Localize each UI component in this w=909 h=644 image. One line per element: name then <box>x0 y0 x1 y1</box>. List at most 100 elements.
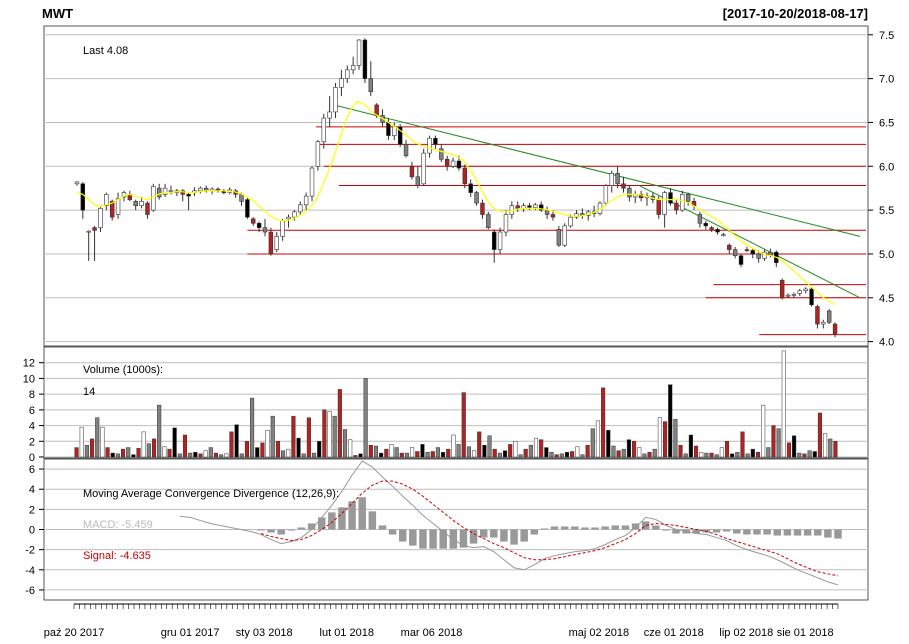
macd-histogram-bar <box>348 501 356 530</box>
macd-histogram-bar <box>540 528 549 530</box>
volume-y-tick-label: 12 <box>23 358 35 370</box>
volume-bar <box>342 429 348 458</box>
volume-bar <box>616 450 621 458</box>
volume-bar <box>270 415 275 458</box>
volume-bar <box>136 448 141 458</box>
candle-body <box>139 201 144 207</box>
candle-body <box>321 117 326 143</box>
macd-histogram-bar <box>409 529 417 546</box>
candle-body <box>756 253 761 259</box>
candle-body <box>615 172 620 185</box>
volume-bar <box>673 419 678 458</box>
candle-body <box>115 198 121 215</box>
macd-histogram-bar <box>571 526 579 530</box>
volume-bar <box>549 452 554 458</box>
macd-histogram-bar <box>287 529 296 531</box>
volume-bar <box>647 452 652 458</box>
candle-body <box>697 214 703 224</box>
volume-bar <box>358 453 363 458</box>
macd-histogram-bar <box>297 527 306 530</box>
volume-bar <box>477 431 482 458</box>
volume-bar <box>203 450 208 458</box>
macd-histogram-bar <box>631 523 640 530</box>
candle-body <box>262 227 268 233</box>
volume-bar <box>771 425 776 458</box>
volume-bar <box>255 447 260 458</box>
x-axis-label: mar 06 2018 <box>401 627 463 639</box>
volume-bar <box>786 442 792 458</box>
candle-body <box>544 209 550 215</box>
candle-body <box>444 158 450 167</box>
volume-y-tick-label: 10 <box>23 373 35 385</box>
volume-bar <box>621 448 626 458</box>
candle-body <box>821 322 826 325</box>
candle-body <box>327 111 332 119</box>
macd-y-tick-label: -4 <box>25 565 35 577</box>
volume-bar <box>719 447 724 458</box>
volume-bar <box>244 441 249 458</box>
volume-bar <box>611 445 616 458</box>
x-axis-label: lip 02 2018 <box>719 627 773 639</box>
candle-body <box>797 290 803 294</box>
volume-bar <box>688 434 693 458</box>
volume-bar <box>508 444 513 458</box>
volume-bar <box>177 453 182 458</box>
candle-body <box>656 199 661 215</box>
candle-body <box>109 201 115 218</box>
volume-bar <box>239 453 244 458</box>
candle-body <box>815 306 820 325</box>
volume-bar <box>172 427 177 458</box>
volume-bar <box>502 450 508 458</box>
volume-bar <box>523 448 528 458</box>
volume-bar <box>575 446 580 458</box>
candle-body <box>491 231 497 250</box>
macd-histogram-bar <box>439 529 447 549</box>
volume-y-tick-label: 4 <box>29 421 35 433</box>
candle-body <box>832 323 838 335</box>
candle-body <box>727 244 732 250</box>
volume-bar <box>812 451 817 458</box>
volume-bar <box>668 384 673 458</box>
volume-bar <box>120 448 126 458</box>
price-y-tick-label: 4.0 <box>879 337 894 349</box>
candle-body <box>539 204 544 211</box>
macd-histogram-bar <box>419 529 427 549</box>
volume-last-value: 14 <box>83 386 95 398</box>
price-y-tick-label: 4.5 <box>879 293 894 305</box>
candle-body <box>703 222 708 227</box>
volume-bar <box>162 446 167 458</box>
volume-bar <box>322 409 327 458</box>
candle-body <box>427 137 432 154</box>
volume-bar <box>410 447 415 458</box>
candle-body <box>368 78 373 93</box>
candle-body <box>738 255 744 265</box>
candle-body <box>674 202 679 211</box>
volume-bar <box>761 404 766 458</box>
candle-body <box>286 216 291 220</box>
volume-bar <box>533 437 539 458</box>
volume-bar <box>301 453 306 458</box>
volume-bar <box>745 453 750 458</box>
volume-bar <box>286 448 291 458</box>
volume-bar <box>363 378 368 458</box>
volume-bar <box>379 452 384 458</box>
volume-bar <box>626 439 631 458</box>
macd-histogram-bar <box>601 526 609 530</box>
candle-body <box>456 160 462 169</box>
volume-bar <box>539 439 544 458</box>
volume-bar <box>740 431 745 458</box>
volume-bar <box>750 448 755 458</box>
candle-body <box>298 204 303 213</box>
candle-body <box>80 183 86 211</box>
candle-body <box>562 225 567 246</box>
volume-bar <box>446 448 451 458</box>
candle-body <box>98 208 103 228</box>
macd-histogram-bar <box>560 526 569 530</box>
candle-body <box>397 126 403 145</box>
volume-y-tick-label: 2 <box>29 436 35 448</box>
volume-bar <box>580 454 585 458</box>
candle-body <box>721 234 726 236</box>
macd-histogram-bar <box>712 529 721 533</box>
volume-bar <box>394 447 399 458</box>
volume-bar <box>415 451 420 458</box>
